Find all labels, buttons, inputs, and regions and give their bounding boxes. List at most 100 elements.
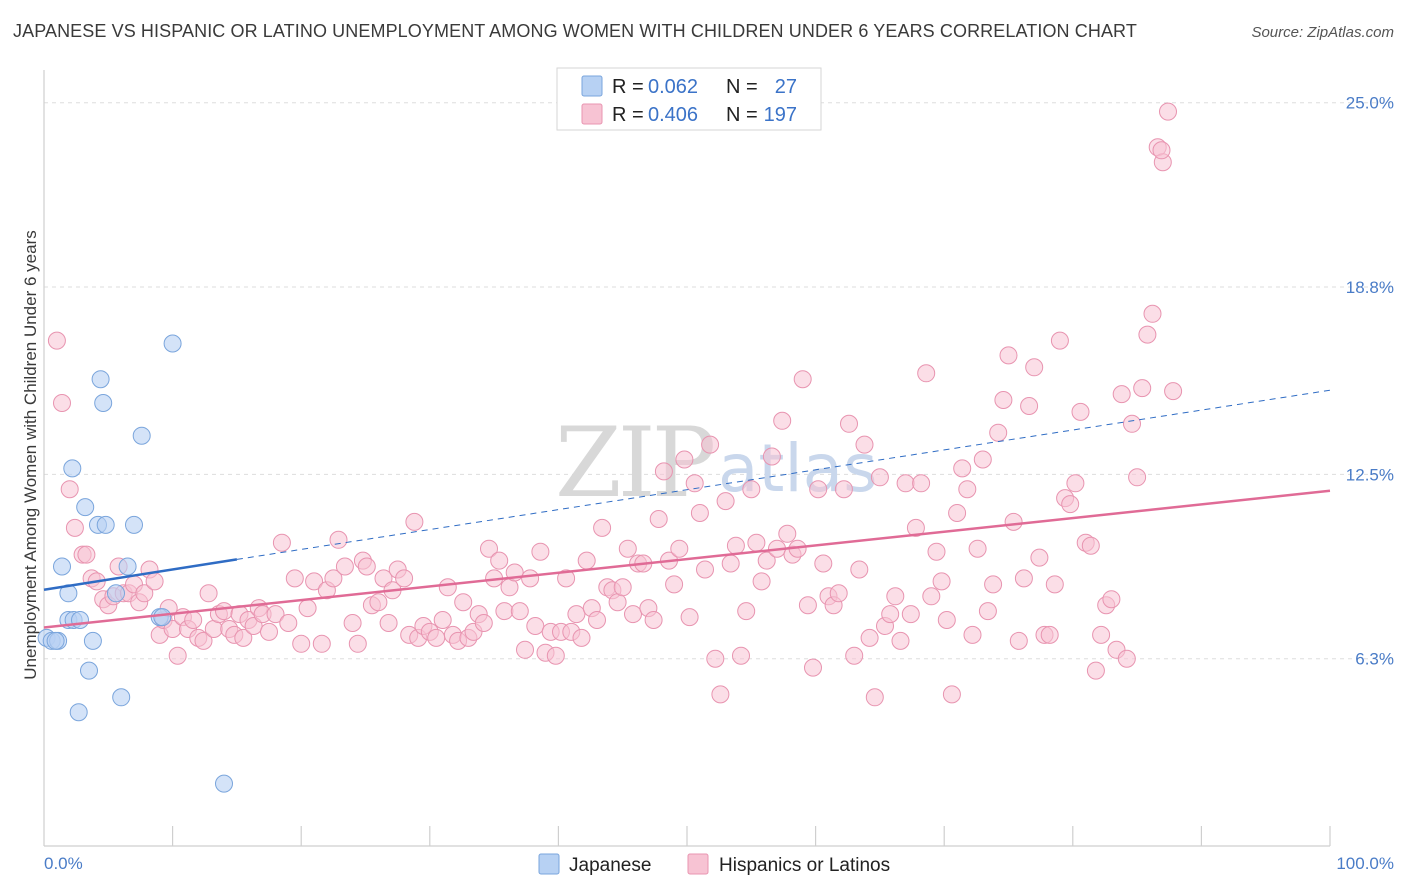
hispanic-point-153 [855, 435, 874, 454]
hispanic-point-186 [1025, 358, 1044, 377]
hispanic-point-177 [978, 602, 997, 621]
hispanic-point-181 [999, 346, 1018, 365]
hispanic-point-184 [1014, 569, 1033, 588]
hispanic-point-5 [77, 545, 96, 564]
hispanic-point-166 [922, 587, 941, 606]
hispanic-point-51 [324, 569, 343, 588]
hispanic-point-116 [665, 575, 684, 594]
hispanic-point-3 [65, 518, 84, 537]
bottom-legend-label-japanese: Japanese [569, 855, 651, 876]
hispanic-point-49 [312, 634, 331, 653]
hispanic-trend-line [43, 489, 1331, 629]
hispanic-points [47, 102, 1183, 707]
hispanic-point-88 [521, 569, 540, 588]
hispanic-point-53 [335, 557, 354, 576]
y-axis-label: Unemployment Among Women with Children U… [21, 230, 40, 679]
hispanic-point-90 [531, 542, 550, 561]
legend-r-label-1: R = [612, 104, 644, 126]
hispanic-point-138 [778, 524, 797, 543]
hispanic-point-149 [834, 480, 853, 499]
hispanic-point-176 [973, 450, 992, 469]
hispanic-point-154 [860, 628, 879, 647]
bottom-legend-label-hispanic: Hispanics or Latinos [719, 855, 890, 876]
hispanic-point-95 [557, 569, 576, 588]
hispanic-point-214 [1152, 141, 1171, 160]
japanese-point-18 [112, 688, 131, 707]
trend-lines [43, 389, 1331, 629]
hispanic-point-135 [762, 447, 781, 466]
chart-source: Source: ZipAtlas.com [1251, 24, 1394, 41]
japanese-trend-extension [236, 389, 1331, 560]
hispanic-point-52 [329, 530, 348, 549]
japanese-point-24 [163, 334, 182, 353]
hispanic-point-194 [1066, 474, 1085, 493]
stats-legend: R = 0.062 N = 27 R = 0.406 N = 197 [556, 67, 822, 131]
hispanic-point-82 [490, 551, 509, 570]
hispanic-point-57 [357, 557, 376, 576]
hispanic-point-155 [865, 688, 884, 707]
hispanic-point-191 [1050, 331, 1069, 350]
hispanic-point-120 [685, 474, 704, 493]
hispanic-point-106 [613, 578, 632, 597]
hispanic-point-213 [1164, 382, 1183, 401]
hispanic-point-80 [480, 539, 498, 558]
hispanic-point-190 [1045, 575, 1064, 594]
hispanic-point-66 [405, 512, 424, 531]
legend-swatch-japanese [581, 75, 603, 97]
hispanic-point-101 [588, 611, 606, 629]
hispanic-point-89 [526, 617, 545, 635]
hispanic-point-38 [244, 617, 263, 635]
japanese-point-8 [71, 611, 89, 629]
legend-r-value-1: 0.406 [648, 104, 698, 126]
hispanic-point-165 [917, 364, 936, 383]
hispanic-point-178 [984, 575, 1003, 594]
hispanic-point-121 [690, 504, 709, 522]
hispanic-point-126 [716, 492, 735, 511]
japanese-point-10 [76, 498, 95, 517]
hispanic-point-175 [968, 539, 987, 558]
chart-title: JAPANESE VS HISPANIC OR LATINO UNEMPLOYM… [13, 21, 1137, 41]
hispanic-point-83 [495, 602, 514, 621]
hispanic-point-97 [567, 605, 586, 624]
hispanic-point-183 [1009, 631, 1028, 650]
hispanic-point-124 [706, 649, 725, 668]
y-tick-label-1: 12.5% [1346, 465, 1394, 484]
japanese-point-19 [118, 557, 137, 576]
hispanic-point-1 [53, 394, 71, 412]
hispanic-point-71 [433, 611, 452, 629]
japanese-point-12 [83, 631, 102, 650]
bottom-legend-swatch-hispanic [687, 853, 709, 875]
hispanic-point-130 [737, 602, 756, 621]
hispanic-point-54 [343, 614, 362, 632]
japanese-point-9 [69, 703, 88, 722]
bottom-legend-swatch-japanese [538, 853, 560, 875]
hispanic-point-198 [1086, 661, 1105, 680]
hispanic-point-201 [1102, 590, 1121, 609]
hispanic-point-99 [577, 551, 596, 570]
hispanic-point-180 [994, 391, 1013, 409]
hispanic-point-167 [927, 542, 946, 561]
hispanic-point-142 [798, 596, 817, 615]
hispanic-point-43 [272, 533, 291, 552]
hispanic-point-159 [886, 587, 905, 606]
hispanic-point-208 [1138, 325, 1157, 344]
hispanic-point-55 [348, 634, 367, 653]
hispanic-point-164 [912, 474, 931, 493]
hispanic-point-93 [546, 646, 565, 665]
hispanic-point-119 [680, 608, 699, 627]
japanese-point-23 [153, 608, 172, 627]
watermark-atlas: atlas [718, 430, 878, 507]
hispanic-point-44 [279, 614, 298, 632]
x-axis-ticks [172, 826, 1331, 846]
hispanic-point-113 [649, 510, 668, 528]
hispanic-point-125 [711, 685, 730, 704]
hispanic-point-193 [1061, 495, 1080, 514]
hispanic-point-134 [757, 551, 776, 570]
hispanic-point-162 [901, 605, 920, 624]
hispanic-point-114 [654, 462, 673, 481]
hispanic-point-2 [60, 480, 79, 499]
japanese-point-26 [46, 631, 65, 650]
hispanic-point-47 [298, 599, 317, 618]
hispanic-point-173 [958, 480, 977, 499]
